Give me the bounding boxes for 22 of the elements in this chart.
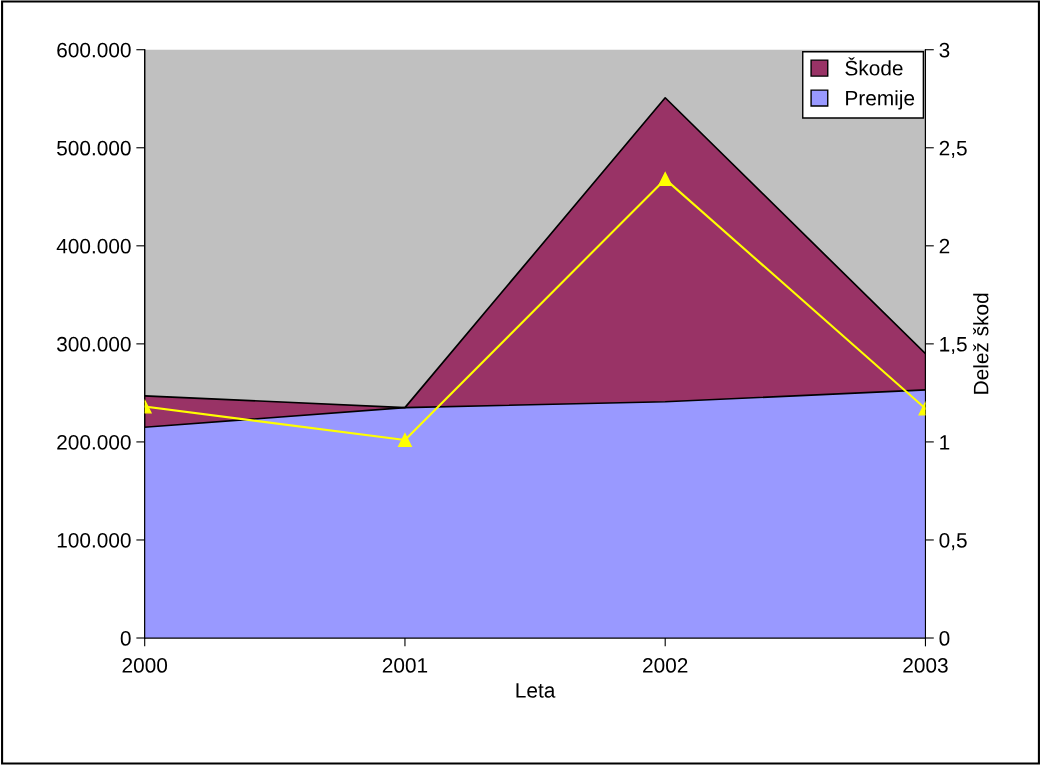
y-tick-label: 600.000 <box>57 42 131 58</box>
x-tick-label: 2002 <box>643 658 688 673</box>
y2-tick-label: 1,5 <box>940 337 967 355</box>
y-tick-label: 200.000 <box>57 434 131 450</box>
y-tick-label: 500.000 <box>57 140 131 156</box>
x-tick-label: 2003 <box>903 658 948 673</box>
y-tick-label: 100.000 <box>57 532 131 548</box>
y2-tick-label: 2,5 <box>939 140 967 158</box>
x-tick-label: 2001 <box>382 658 428 673</box>
x-tick-label: 2000 <box>122 658 168 673</box>
y-tick-label: 400.000 <box>56 238 131 254</box>
y2-axis-title: Delež škod <box>973 293 989 394</box>
legend-label: Premije <box>846 90 915 110</box>
y-tick-label: 300.000 <box>57 336 131 352</box>
y2-tick-label: 0 <box>939 631 950 646</box>
y-tick-label: 0 <box>120 631 131 646</box>
y2-tick-label: 2 <box>939 238 950 254</box>
y2-tick-label: 1 <box>940 435 950 450</box>
y2-tick-label: 0,5 <box>939 532 967 551</box>
legend-label: Škode <box>845 57 903 76</box>
x-axis-title: Leta <box>516 683 556 698</box>
y2-tick-label: 3 <box>939 42 950 58</box>
